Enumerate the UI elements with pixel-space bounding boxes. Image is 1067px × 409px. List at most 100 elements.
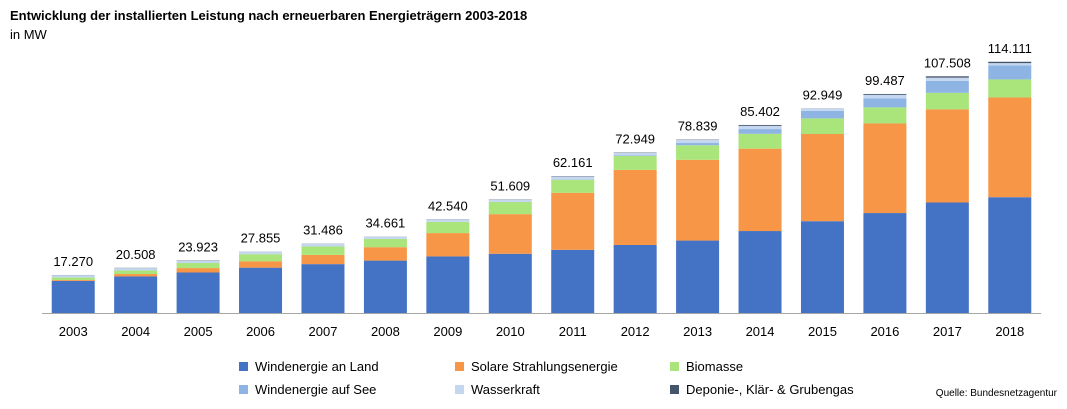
- bar-segment: [551, 192, 595, 250]
- bar-segment: [51, 279, 95, 281]
- bar-segment: [301, 254, 345, 265]
- total-label: 62.161: [553, 155, 593, 170]
- bar-segment: [551, 176, 595, 180]
- x-tick-label: 2018: [995, 324, 1024, 339]
- bar-segment: [488, 199, 532, 202]
- bar-segment: [863, 93, 907, 95]
- bar-segment: [925, 80, 969, 93]
- bar-segment: [613, 152, 657, 156]
- bar-segment: [114, 268, 158, 271]
- x-tick-label: 2013: [683, 324, 712, 339]
- bar-segment: [676, 139, 720, 144]
- x-tick-label: 2014: [746, 324, 775, 339]
- bar-segment: [863, 213, 907, 313]
- total-label: 31.486: [303, 223, 343, 238]
- bar-segment: [239, 261, 283, 268]
- total-label: 107.508: [924, 55, 971, 70]
- bar-segment: [239, 254, 283, 262]
- x-tick-label: 2010: [496, 324, 525, 339]
- x-tick-label: 2005: [184, 324, 213, 339]
- x-tick-label: 2004: [121, 324, 150, 339]
- x-tick-label: 2017: [933, 324, 962, 339]
- x-tick-label: 2003: [59, 324, 88, 339]
- bar-segment: [176, 272, 220, 313]
- bar-segment: [800, 110, 844, 119]
- total-label: 72.949: [615, 131, 655, 146]
- bar-segment: [363, 247, 407, 261]
- bar-segment: [863, 94, 907, 99]
- chart-title: Entwicklung der installierten Leistung n…: [10, 8, 528, 23]
- bar-segment: [488, 202, 532, 215]
- bar-segment: [925, 109, 969, 203]
- x-tick-label: 2016: [870, 324, 899, 339]
- total-label: 27.855: [241, 231, 281, 246]
- bar-segment: [551, 249, 595, 313]
- bar-segment: [301, 246, 345, 255]
- total-label: 78.839: [678, 118, 718, 133]
- total-label: 23.923: [178, 239, 218, 254]
- bar-segment: [925, 76, 969, 78]
- bar-segment: [676, 145, 720, 160]
- source-note: Quelle: Bundesnetzagentur: [935, 388, 1057, 399]
- total-label: 85.402: [740, 104, 780, 119]
- bar-segment: [863, 123, 907, 214]
- bar-segment: [676, 159, 720, 241]
- bar-segment: [925, 77, 969, 81]
- bar-segment: [988, 97, 1032, 198]
- bar-segment: [613, 155, 657, 157]
- x-tick-label: 2015: [808, 324, 837, 339]
- total-label: 51.609: [490, 178, 530, 193]
- total-label: 92.949: [803, 87, 843, 102]
- bar-segment: [239, 251, 283, 255]
- bar-segment: [176, 268, 220, 273]
- bar-segment: [426, 233, 470, 257]
- bar-segment: [800, 221, 844, 313]
- bar-segment: [114, 276, 158, 313]
- bar-segment: [51, 280, 95, 313]
- bar-segment: [738, 133, 782, 149]
- bar-segment: [239, 267, 283, 313]
- bar-segment: [800, 108, 844, 111]
- bar-segment: [863, 107, 907, 124]
- bar-segment: [551, 179, 595, 193]
- bar-segment: [738, 124, 782, 126]
- bar-segment: [363, 260, 407, 313]
- x-tick-label: 2012: [621, 324, 650, 339]
- bar-segment: [426, 219, 470, 222]
- bar-segment: [301, 243, 345, 247]
- x-tick-label: 2007: [309, 324, 338, 339]
- x-tick-label: 2011: [559, 324, 587, 339]
- bar-segment: [800, 134, 844, 222]
- bar-segment: [676, 240, 720, 313]
- total-label: 20.508: [116, 247, 156, 262]
- bar-segment: [988, 79, 1032, 98]
- bar-segment: [114, 270, 158, 275]
- bar-segment: [426, 256, 470, 313]
- total-label: 114.111: [988, 41, 1032, 56]
- x-tick-label: 2008: [371, 324, 400, 339]
- bar-segment: [176, 263, 220, 269]
- bar-segment: [988, 61, 1032, 64]
- bar-segment: [738, 231, 782, 313]
- x-tick-label: 2009: [433, 324, 462, 339]
- bar-segment: [738, 148, 782, 232]
- bar-segment: [363, 239, 407, 248]
- bar-segment: [800, 118, 844, 135]
- bar-segment: [613, 156, 657, 170]
- bar-segment: [114, 274, 158, 277]
- bar-segment: [925, 202, 969, 313]
- bar-segment: [426, 221, 470, 234]
- bar-segment: [738, 125, 782, 130]
- total-label: 99.487: [865, 73, 905, 88]
- bar-segment: [488, 214, 532, 254]
- bar-segment: [301, 264, 345, 313]
- bar-segment: [51, 277, 95, 280]
- total-label: 17.270: [53, 254, 93, 269]
- bar-segment: [676, 143, 720, 146]
- bar-segment: [863, 98, 907, 108]
- bar-segment: [488, 253, 532, 313]
- bar-segment: [988, 197, 1032, 313]
- bar-segment: [738, 129, 782, 134]
- total-label: 34.661: [366, 216, 406, 231]
